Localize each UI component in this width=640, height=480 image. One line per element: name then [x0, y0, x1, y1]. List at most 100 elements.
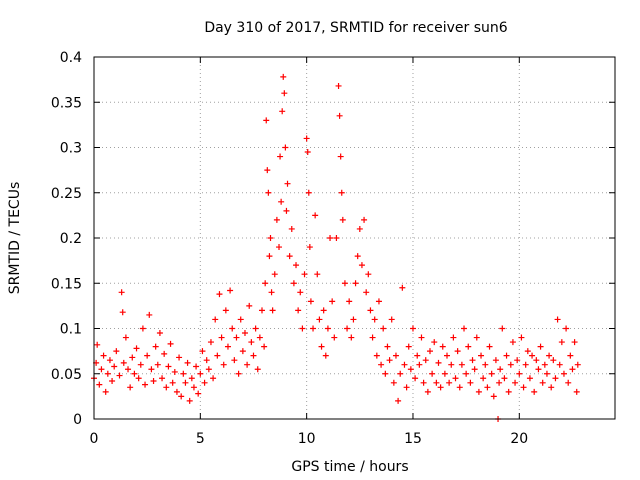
- data-point: [518, 334, 525, 341]
- data-point: [104, 370, 111, 377]
- data-point: [407, 366, 414, 373]
- data-point: [111, 363, 118, 370]
- data-point: [188, 375, 195, 382]
- data-point: [507, 361, 514, 368]
- chart-title: Day 310 of 2017, SRMTID for receiver sun…: [204, 20, 507, 36]
- data-point: [306, 244, 313, 251]
- data-point: [473, 334, 480, 341]
- data-point: [333, 235, 340, 241]
- data-point: [199, 348, 206, 355]
- data-point: [444, 352, 451, 359]
- data-point: [435, 359, 442, 366]
- data-point: [537, 343, 544, 350]
- data-point: [397, 370, 404, 377]
- data-point: [471, 366, 478, 373]
- data-point: [205, 366, 212, 373]
- data-point: [269, 307, 276, 314]
- data-point: [241, 330, 248, 337]
- x-tick-label: 5: [196, 431, 205, 447]
- data-point: [531, 388, 538, 395]
- y-tick-label: 0.35: [51, 95, 82, 111]
- data-point: [382, 370, 389, 377]
- data-point: [303, 135, 310, 142]
- data-point: [284, 180, 291, 187]
- data-point: [120, 359, 127, 366]
- data-point: [441, 370, 448, 377]
- data-point: [392, 352, 399, 359]
- data-point: [465, 343, 472, 350]
- data-point: [161, 350, 168, 357]
- data-point: [190, 384, 197, 391]
- data-point: [207, 339, 214, 346]
- data-point: [312, 212, 319, 219]
- data-point: [122, 334, 129, 341]
- data-point: [197, 370, 204, 377]
- data-point: [250, 352, 257, 359]
- data-point: [96, 381, 103, 388]
- data-point: [565, 379, 572, 386]
- data-point: [556, 361, 563, 368]
- data-point: [307, 298, 314, 305]
- data-point: [354, 253, 361, 260]
- data-point: [144, 352, 151, 359]
- data-point: [405, 343, 412, 350]
- data-point: [543, 370, 550, 377]
- data-point: [338, 189, 345, 196]
- data-point: [388, 316, 395, 323]
- data-point: [529, 352, 536, 359]
- y-tick-label: 0: [73, 412, 82, 428]
- data-point: [127, 384, 134, 391]
- data-point: [222, 307, 229, 314]
- data-point: [133, 345, 140, 352]
- data-point: [293, 262, 300, 269]
- data-point: [552, 375, 559, 382]
- data-point: [363, 289, 370, 296]
- data-point: [220, 361, 227, 368]
- data-point: [182, 379, 189, 386]
- data-point: [152, 343, 159, 350]
- data-point: [499, 325, 506, 332]
- data-point: [94, 341, 101, 348]
- data-point: [261, 343, 268, 350]
- data-point: [98, 366, 105, 373]
- data-point: [422, 357, 429, 364]
- data-point: [227, 287, 234, 294]
- data-point: [399, 284, 406, 291]
- data-point: [358, 262, 365, 269]
- data-point: [371, 316, 378, 323]
- data-point: [113, 348, 120, 355]
- x-tick-labels: 0 5 10 15 20: [90, 431, 529, 447]
- data-point: [373, 352, 380, 359]
- data-point: [246, 302, 253, 309]
- data-point: [497, 366, 504, 373]
- data-point: [278, 198, 285, 205]
- data-point: [233, 334, 240, 341]
- data-point: [486, 343, 493, 350]
- data-point: [129, 354, 136, 361]
- data-point: [329, 298, 336, 305]
- data-point: [490, 393, 497, 400]
- data-point: [484, 384, 491, 391]
- y-tick-label: 0.05: [51, 367, 82, 383]
- data-point: [154, 361, 161, 368]
- data-point: [256, 334, 263, 341]
- data-point: [395, 397, 402, 404]
- y-tick-label: 0.1: [60, 322, 82, 338]
- data-point: [322, 352, 329, 359]
- data-point: [467, 379, 474, 386]
- data-point: [386, 357, 393, 364]
- data-point: [401, 361, 408, 368]
- data-point: [137, 361, 144, 368]
- data-point: [171, 368, 178, 375]
- data-point: [290, 280, 297, 287]
- data-point: [327, 235, 334, 241]
- data-point: [239, 348, 246, 355]
- data-point: [339, 216, 346, 223]
- data-point: [550, 357, 557, 364]
- data-point: [478, 352, 485, 359]
- data-point: [539, 379, 546, 386]
- data-point: [420, 379, 427, 386]
- grid-lines: [94, 57, 615, 419]
- data-point: [195, 390, 202, 397]
